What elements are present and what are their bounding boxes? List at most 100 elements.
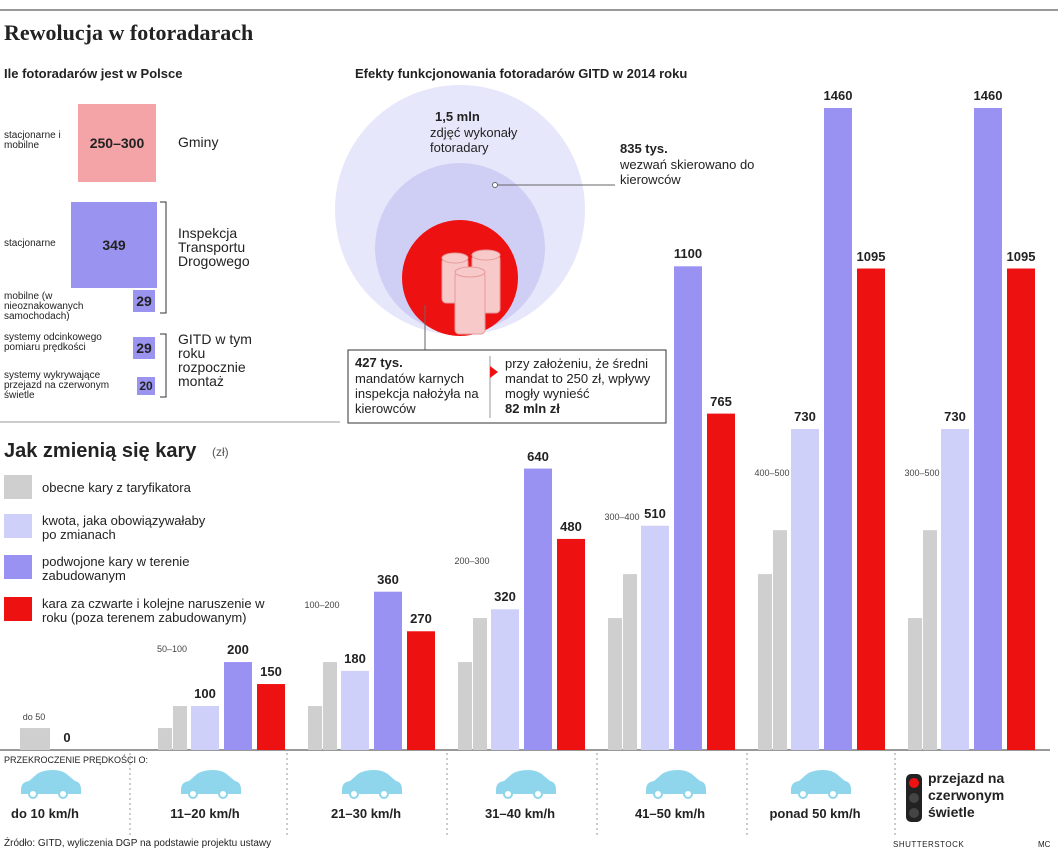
car-icon [181, 770, 241, 794]
car-icon [646, 770, 706, 794]
x-tick-label: 11–20 km/h [170, 806, 240, 821]
value-label: 150 [260, 664, 282, 680]
value-label: 320 [494, 589, 516, 605]
value-label: 270 [410, 611, 432, 627]
bracket [160, 333, 167, 398]
item-label: systemy odcinkowego pomiaru prędkości [4, 332, 102, 353]
x-tick-label: ponad 50 km/h [769, 806, 861, 821]
effect-text: wezwań skierowano do kierowców [620, 157, 755, 187]
car-icon [342, 770, 402, 794]
bar [473, 618, 487, 750]
range-label: 300–500 [904, 468, 940, 479]
value-label: 0 [63, 730, 71, 745]
box [78, 104, 156, 182]
bar [407, 631, 435, 750]
value-label: 360 [377, 571, 399, 587]
value-label: 480 [560, 518, 582, 534]
wheel [828, 789, 838, 799]
bar [974, 108, 1002, 750]
bar [491, 609, 519, 750]
wheel [218, 789, 228, 799]
bar [173, 706, 187, 750]
traffic-light [906, 774, 922, 822]
x-tick-label: 31–40 km/h [484, 806, 556, 821]
bar [908, 618, 922, 750]
effect-text: przy założeniu, że średni mandat to 250 … [505, 356, 651, 401]
value-label: 510 [644, 505, 666, 521]
bar [557, 538, 585, 750]
source: Źródło: GITD, wyliczenia DGP na podstawi… [4, 838, 272, 849]
box [71, 202, 157, 288]
wheel [349, 789, 359, 799]
legend-swatch [4, 475, 32, 499]
box-value: 349 [102, 237, 126, 253]
value-label: 1100 [673, 246, 703, 262]
bar [623, 574, 637, 750]
coins [441, 249, 501, 335]
bar [323, 662, 337, 750]
bar [224, 662, 252, 750]
bar [791, 429, 819, 750]
owner: Inspekcja Transportu Drogowego [178, 225, 250, 269]
owner: Gminy [178, 134, 219, 150]
car-icon [496, 770, 556, 794]
effect-text: mandatów karnych inspekcja nałożyła na k… [355, 371, 479, 416]
x-axis-label: PRZEKROCZENIE PRĘDKOŚCI O: [4, 755, 149, 765]
bar [641, 525, 669, 750]
x-tick-label: 41–50 km/h [634, 806, 706, 821]
wheel [533, 789, 543, 799]
box-value: 29 [136, 340, 152, 356]
bar [941, 429, 969, 750]
wheel [188, 789, 198, 799]
section-title: Ile fotoradarów jest w Polsce [4, 66, 183, 81]
amount: 82 mln zł [505, 401, 560, 416]
amount: 427 tys. [355, 355, 403, 370]
section-title: Efekty funkcjonowania fotoradarów GITD w… [355, 66, 688, 81]
x-tick-label: do 10 km/h [11, 806, 79, 821]
bar [707, 413, 735, 750]
value-label: 730 [794, 409, 816, 424]
box [133, 290, 155, 312]
bar [20, 728, 50, 750]
wheel [503, 789, 513, 799]
bar [923, 530, 937, 750]
bracket [160, 201, 167, 314]
wheel [798, 789, 808, 799]
value-label: 1460 [823, 88, 853, 103]
bar [608, 618, 622, 750]
bar [674, 266, 702, 750]
item-label: systemy wykrywające przejazd na czerwony… [4, 370, 110, 401]
separators [129, 753, 896, 835]
value-label: 180 [344, 650, 366, 666]
wheel [379, 789, 389, 799]
legend-label: obecne kary z taryfikatora [42, 480, 191, 495]
item-label: stacjonarne [4, 238, 56, 249]
bar [824, 108, 852, 750]
wheel [683, 789, 693, 799]
value-label: 1460 [973, 88, 1003, 103]
box-value: 29 [136, 293, 152, 309]
bar [773, 530, 787, 750]
bar [158, 728, 172, 750]
box [137, 377, 155, 395]
box-value: 250–300 [89, 135, 145, 151]
bar [257, 684, 285, 750]
value-label: 1095 [1006, 248, 1036, 264]
chart-title: Jak zmienią się kary [4, 440, 197, 462]
effect-text: zdjęć wykonały fotoradary [430, 125, 518, 155]
wheel [58, 789, 68, 799]
credit: MC [1038, 840, 1051, 849]
bar [191, 706, 219, 750]
unit: (zł) [212, 445, 229, 459]
value-label: 765 [710, 393, 732, 409]
legend-label: podwojone kary w terenie zabudowanym [42, 554, 190, 583]
box-value: 20 [139, 379, 153, 393]
leader-dot [492, 182, 498, 188]
value-label: 730 [944, 409, 966, 424]
credit: Shutterstock [893, 840, 965, 849]
value-label: 100 [194, 686, 216, 702]
bar [857, 268, 885, 750]
range-label: 300–400 [604, 512, 640, 523]
box [133, 337, 155, 359]
